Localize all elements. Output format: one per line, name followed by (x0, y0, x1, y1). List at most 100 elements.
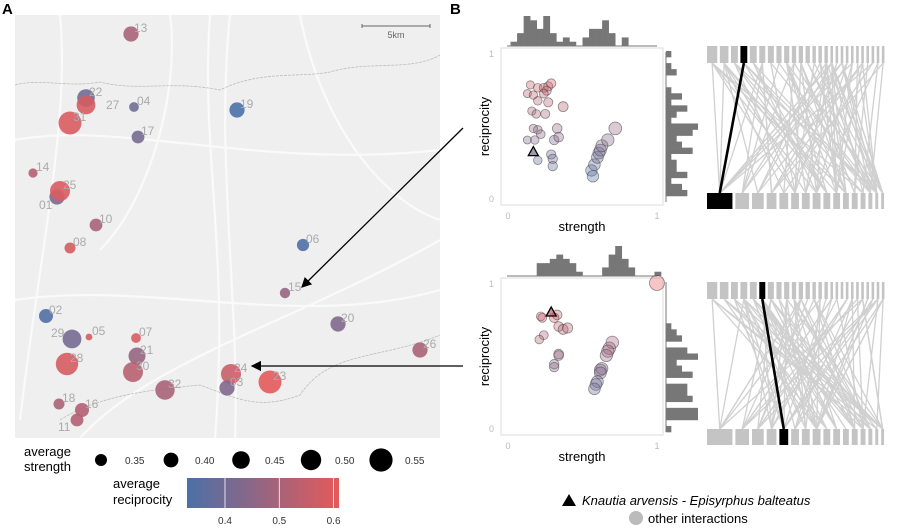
site-label: 01 (39, 198, 53, 212)
map-road (14, 288, 441, 308)
site-marker (39, 309, 53, 323)
site-marker (131, 333, 141, 343)
interaction-link (831, 62, 864, 194)
plant-node (875, 429, 879, 445)
interaction-point (531, 109, 541, 119)
pollinator-node (798, 46, 803, 63)
plant-node (779, 429, 789, 445)
pollinator-node (805, 282, 810, 299)
pollinator-node (830, 282, 833, 299)
pollinator-node (866, 282, 869, 299)
interaction-point (553, 350, 564, 361)
site-marker (128, 347, 146, 365)
interaction-link (861, 298, 884, 430)
site-label: 02 (49, 303, 63, 317)
interaction-point (538, 88, 549, 99)
y-histogram-bar (666, 371, 693, 378)
plant-node (823, 193, 831, 209)
interaction-point (533, 155, 543, 166)
y-histogram-bar (666, 171, 688, 179)
x-histogram-bar (589, 28, 596, 46)
x-histogram-bar (608, 33, 616, 46)
color-legend-tick-label: 0.4 (218, 516, 232, 527)
interaction-point (528, 123, 538, 133)
site-label: 32 (168, 377, 182, 391)
size-legend-value: 0.45 (265, 456, 285, 467)
interaction-link (819, 62, 871, 194)
pollinator-node (830, 46, 833, 63)
panel-label-a: A (2, 1, 13, 18)
interaction-point (549, 359, 560, 370)
interaction-link (741, 62, 780, 194)
panel-label-b: B (450, 1, 461, 18)
plant-node (801, 193, 810, 209)
site-marker (89, 218, 103, 232)
interaction-link (733, 298, 828, 430)
pollinator-node (776, 282, 782, 299)
site-marker (53, 398, 65, 410)
x-histogram-bar (569, 263, 577, 276)
pollinator-node (818, 46, 822, 63)
interaction-link (741, 298, 879, 430)
site-label: 17 (141, 124, 155, 138)
x-histogram-bar (536, 263, 544, 276)
x-histogram-bar (543, 263, 551, 276)
site-label: 13 (134, 21, 148, 35)
y-histogram-bar (666, 99, 672, 106)
site-marker (296, 238, 310, 252)
y-histogram-bar (666, 347, 688, 354)
interaction-link (741, 62, 827, 194)
interaction-link (783, 298, 827, 430)
interaction-link (757, 298, 848, 430)
interaction-point (533, 96, 543, 106)
pollinator-node (798, 282, 803, 299)
y-histogram-bar (666, 51, 672, 58)
site-marker (412, 342, 428, 358)
y-histogram-bar (666, 389, 688, 397)
plant-node (735, 193, 750, 209)
map-road (298, 14, 441, 222)
interaction-link (757, 298, 809, 430)
y-histogram-bar (666, 407, 698, 415)
y-histogram-bar (666, 111, 677, 118)
plant-node (833, 429, 841, 445)
x-tick-label: 1 (654, 211, 659, 221)
interaction-point (551, 123, 563, 134)
site-marker (123, 26, 139, 42)
arrows (250, 127, 464, 372)
y-histogram-bar (666, 413, 698, 421)
interaction-link (757, 62, 864, 194)
scale-bar-label: 5km (387, 30, 404, 40)
x-histogram-bar (654, 271, 662, 276)
pollinator-node (866, 46, 869, 63)
site-label: 14 (36, 160, 50, 174)
map-road (14, 134, 441, 156)
y-histogram-bar (666, 183, 682, 191)
plant-node (735, 429, 750, 445)
interaction-link (854, 62, 869, 194)
site-marker (50, 181, 70, 201)
plant-node (823, 429, 831, 445)
x-histogram-bar (582, 37, 590, 46)
interaction-link (770, 62, 796, 194)
site-label: 06 (306, 232, 320, 246)
pollinator-node (856, 46, 859, 63)
y-histogram-bar (666, 353, 698, 360)
interaction-link (719, 298, 802, 430)
interaction-link (836, 298, 864, 430)
plant-node (779, 193, 789, 209)
y-axis-label: reciprocity (477, 96, 492, 156)
interaction-link (770, 62, 878, 194)
interaction-point (540, 109, 551, 119)
map-road (79, 239, 441, 439)
site-marker (58, 111, 82, 135)
site-marker (55, 352, 79, 376)
y-histogram-bar (666, 329, 677, 336)
site-marker (123, 362, 143, 382)
site-marker (258, 370, 282, 394)
highlight-link (718, 62, 746, 194)
site-marker (221, 364, 241, 384)
pollinator-node (749, 282, 757, 299)
